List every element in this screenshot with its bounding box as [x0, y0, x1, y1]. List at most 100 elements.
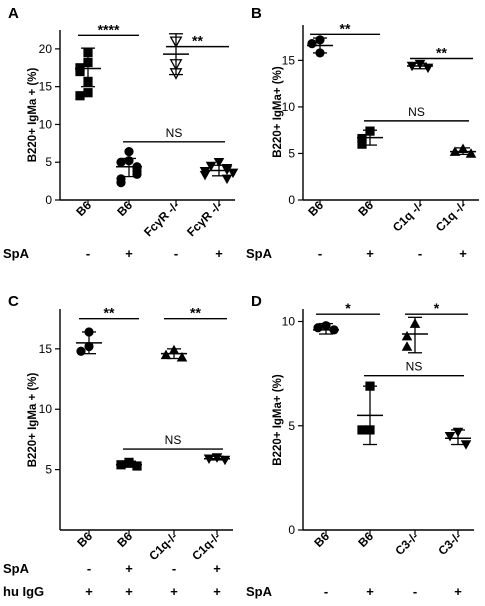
- row-symbol: -: [172, 561, 176, 576]
- row-symbol: +: [125, 584, 133, 599]
- significance-label: ****: [98, 21, 120, 37]
- significance-label: NS: [166, 126, 183, 140]
- x-tick-label: B6: [114, 529, 135, 550]
- data-point: [357, 139, 367, 149]
- data-point: [213, 157, 225, 168]
- data-point: [124, 147, 134, 157]
- data-point: [357, 425, 367, 435]
- row-symbol: +: [459, 246, 467, 261]
- data-point: [313, 323, 323, 333]
- row-symbol: +: [125, 561, 133, 576]
- x-tick-label: B6: [73, 198, 94, 219]
- row-symbol: +: [85, 584, 93, 599]
- x-tick-label: B6: [355, 529, 376, 550]
- row-label: SpA: [3, 246, 30, 261]
- row-symbol: +: [366, 584, 374, 599]
- data-point: [205, 161, 217, 172]
- panel-letter: B: [251, 5, 262, 22]
- x-tick-label: C3-/-: [435, 529, 464, 558]
- y-axis-label: B220+ IgMa+ (%): [272, 374, 284, 466]
- x-tick-label: B6: [74, 529, 95, 550]
- significance-label: **: [340, 20, 351, 36]
- row-symbol: +: [366, 246, 374, 261]
- row-symbol: -: [87, 561, 91, 576]
- row-label: SpA: [246, 246, 273, 261]
- data-point: [465, 148, 477, 158]
- data-point: [116, 178, 126, 188]
- data-point: [132, 169, 142, 179]
- x-tick-label: B6: [311, 529, 332, 550]
- significance-label: NS: [408, 105, 425, 119]
- x-tick-label: FcγR -/-: [141, 198, 182, 239]
- y-tick-label: 0: [288, 523, 295, 537]
- data-point: [199, 170, 211, 181]
- y-tick-label: 20: [39, 42, 53, 56]
- x-tick-label: C1q-/-: [189, 529, 223, 563]
- data-point: [75, 91, 85, 101]
- row-symbol: +: [170, 584, 178, 599]
- x-tick-label: C3-/-: [392, 529, 421, 558]
- significance-label: NS: [165, 433, 182, 447]
- x-tick-label: B6: [114, 198, 135, 219]
- row-symbol: +: [215, 246, 223, 261]
- y-axis-label: B220+ IgMa+ (%): [272, 66, 284, 158]
- significance-label: **: [436, 45, 447, 61]
- significance-label: NS: [406, 360, 423, 374]
- row-symbol: +: [213, 584, 221, 599]
- panel-letter: C: [8, 293, 19, 310]
- y-tick-label: 10: [39, 117, 53, 131]
- data-point: [401, 341, 413, 351]
- y-tick-label: 10: [282, 315, 296, 329]
- data-point: [307, 39, 317, 49]
- row-symbol: -: [174, 246, 178, 261]
- x-tick-label: B6: [355, 198, 376, 219]
- significance-label: *: [434, 300, 440, 316]
- significance-label: **: [192, 33, 203, 49]
- y-tick-label: 0: [288, 193, 295, 207]
- significance-label: **: [104, 305, 115, 321]
- y-tick-label: 15: [282, 53, 296, 67]
- data-point: [76, 346, 86, 356]
- data-point: [83, 88, 93, 98]
- y-axis-label: B220+ IgMa + (%): [27, 373, 39, 468]
- row-symbol: -: [324, 584, 328, 599]
- row-symbol: +: [213, 561, 221, 576]
- y-tick-label: 15: [39, 80, 53, 94]
- data-point: [444, 431, 456, 442]
- y-tick-label: 5: [288, 146, 295, 160]
- data-point: [116, 157, 126, 167]
- row-label: SpA: [3, 561, 30, 576]
- x-tick-label: C1q-/-: [146, 529, 180, 563]
- x-tick-label: C1q -/-: [390, 198, 426, 234]
- row-label: hu IgG: [3, 584, 44, 599]
- data-point: [221, 174, 233, 185]
- row-symbol: -: [318, 246, 322, 261]
- row-symbol: -: [86, 246, 90, 261]
- significance-label: **: [190, 305, 201, 321]
- data-point: [357, 133, 367, 144]
- panel-letter: D: [251, 293, 262, 310]
- data-point: [460, 440, 472, 450]
- y-tick-label: 5: [45, 463, 52, 477]
- y-tick-label: 10: [282, 100, 296, 114]
- y-tick-label: 5: [45, 155, 52, 169]
- y-tick-label: 0: [45, 193, 52, 207]
- x-tick-label: C1q -/-: [433, 198, 469, 234]
- significance-label: *: [345, 300, 351, 316]
- x-tick-label: B6: [305, 198, 326, 219]
- row-symbol: -: [413, 584, 417, 599]
- y-tick-label: 15: [39, 342, 53, 356]
- data-point: [75, 66, 85, 77]
- data-point: [132, 461, 142, 471]
- panel-c: C 5 10 15 B220+ IgMa + (%) B6 B6 C1q-/- C1q-/- Sp…: [3, 293, 233, 599]
- y-tick-label: 5: [288, 419, 295, 433]
- panel-d: D 0 5 10 B220+ IgMa+ (%) B6 B6 C3-/- C3-/- SpA - + -…: [246, 293, 474, 599]
- data-point: [401, 330, 413, 341]
- row-label: SpA: [246, 584, 273, 599]
- row-symbol: +: [454, 584, 462, 599]
- y-tick-label: 10: [39, 402, 53, 416]
- x-tick-label: FcγR -/-: [184, 198, 225, 239]
